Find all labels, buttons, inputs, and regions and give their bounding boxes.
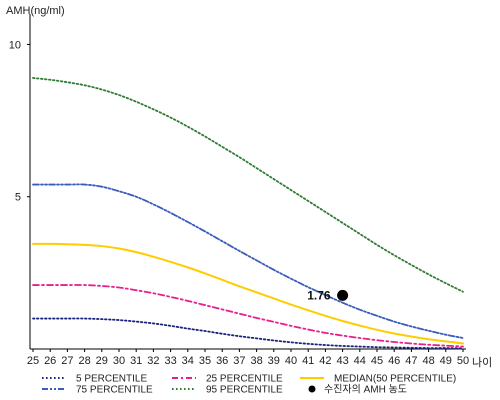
legend-label-5-percentile: 5 PERCENTILE bbox=[76, 374, 147, 385]
x-tick-label: 28 bbox=[78, 355, 90, 367]
patient-amh-value-label: 1.76 bbox=[307, 288, 331, 302]
x-tick-label: 43 bbox=[336, 355, 348, 367]
y-tick-label: 5 bbox=[15, 192, 21, 204]
x-tick-label: 38 bbox=[250, 355, 262, 367]
x-tick-label: 36 bbox=[216, 355, 228, 367]
x-tick-label: 25 bbox=[27, 355, 39, 367]
x-tick-label: 48 bbox=[422, 355, 434, 367]
x-tick-label: 40 bbox=[285, 355, 297, 367]
x-tick-label: 27 bbox=[61, 355, 73, 367]
x-tick-label: 47 bbox=[405, 355, 417, 367]
y-axis-title: AMH(ng/ml) bbox=[6, 5, 65, 17]
series-line-75-percentile bbox=[32, 183, 464, 339]
x-tick-label: 44 bbox=[354, 355, 366, 367]
x-tick-label: 26 bbox=[44, 355, 56, 367]
x-tick-label: 37 bbox=[233, 355, 245, 367]
series-line-median-50-percentile bbox=[32, 242, 464, 345]
annotations: 1.76 bbox=[307, 288, 349, 302]
x-tick-label: 31 bbox=[130, 355, 142, 367]
x-tick-label: 45 bbox=[371, 355, 383, 367]
x-ticks: 25 26 27 28 29 30 31 32 33 34 35 36 37 38 39 40 41 42 43 44… bbox=[27, 349, 469, 367]
x-tick-label: 30 bbox=[113, 355, 125, 367]
legend-label-median-50-percentile: MEDIAN(50 PERCENTILE) bbox=[334, 374, 456, 385]
x-tick-label: 46 bbox=[388, 355, 400, 367]
series-line-25-percentile bbox=[32, 284, 464, 348]
x-tick-label: 35 bbox=[199, 355, 211, 367]
legend-swatch-patient-amh bbox=[308, 385, 316, 393]
y-tick-label: 10 bbox=[9, 39, 21, 51]
chart-axes bbox=[29, 14, 466, 350]
legend-label-patient-amh: 수진자의 AMH 농도 bbox=[324, 384, 407, 396]
y-ticks: 5 10 bbox=[9, 39, 30, 204]
x-tick-label: 41 bbox=[302, 355, 314, 367]
series-line-5-percentile bbox=[32, 317, 464, 350]
series-lines bbox=[32, 77, 464, 350]
series-line-95-percentile bbox=[32, 77, 464, 293]
x-axis-title: 나이 bbox=[472, 356, 492, 369]
x-tick-label: 39 bbox=[268, 355, 280, 367]
legend-label-95-percentile: 95 PERCENTILE bbox=[206, 385, 283, 396]
x-tick-label: 29 bbox=[96, 355, 108, 367]
legend-label-25-percentile: 25 PERCENTILE bbox=[206, 374, 283, 385]
x-tick-label: 42 bbox=[319, 355, 331, 367]
chart-legend: 5 PERCENTILE 25 PERCENTILE MEDIAN(50 PERCE… bbox=[42, 374, 456, 396]
x-tick-label: 49 bbox=[440, 355, 452, 367]
x-tick-label: 33 bbox=[164, 355, 176, 367]
legend-label-75-percentile: 75 PERCENTILE bbox=[76, 385, 153, 396]
x-tick-label: 32 bbox=[147, 355, 159, 367]
patient-amh-point bbox=[337, 289, 349, 301]
x-tick-label: 50 bbox=[457, 355, 469, 367]
x-tick-label: 34 bbox=[182, 355, 194, 367]
